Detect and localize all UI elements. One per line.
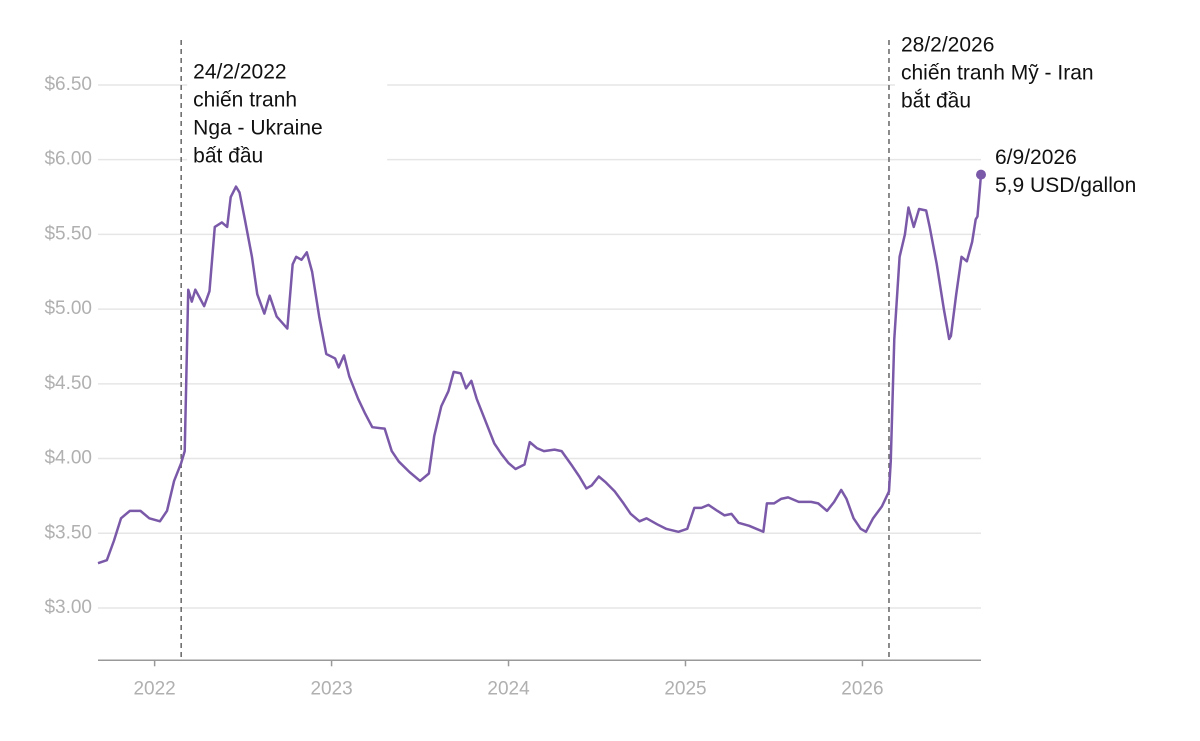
y-tick-label: $6.50 xyxy=(44,74,92,95)
annotation-text: chiến tranh xyxy=(193,89,297,112)
annotation-background xyxy=(187,55,388,171)
y-tick-label: $6.00 xyxy=(44,149,92,170)
x-tick-label: 2024 xyxy=(487,678,530,699)
price-line xyxy=(97,174,983,565)
y-tick-label: $4.00 xyxy=(44,448,92,469)
x-tick-label: 2023 xyxy=(310,678,352,699)
annotation-text: bắt đầu xyxy=(901,90,971,113)
x-tick-label: 2022 xyxy=(133,678,175,699)
x-tick-label: 2025 xyxy=(664,678,706,699)
annotation-text: 24/2/2022 xyxy=(193,61,286,84)
end-point xyxy=(976,169,986,180)
annotation-text: Nga - Ukraine xyxy=(193,117,323,140)
annotation-text: bất đầu xyxy=(193,145,263,168)
end-label: 6/9/2026 xyxy=(995,146,1077,169)
x-tick-label: 2026 xyxy=(841,678,883,699)
y-tick-label: $3.50 xyxy=(44,522,92,543)
annotation-text: 28/2/2026 xyxy=(901,34,994,57)
y-tick-label: $4.50 xyxy=(44,373,92,394)
annotation-text: chiến tranh Mỹ - Iran xyxy=(901,62,1094,85)
annotation-background xyxy=(894,55,1095,143)
y-tick-label: $3.00 xyxy=(44,597,92,618)
end-label: 5,9 USD/gallon xyxy=(995,174,1136,197)
y-tick-label: $5.00 xyxy=(44,298,92,319)
y-tick-label: $5.50 xyxy=(44,223,92,244)
